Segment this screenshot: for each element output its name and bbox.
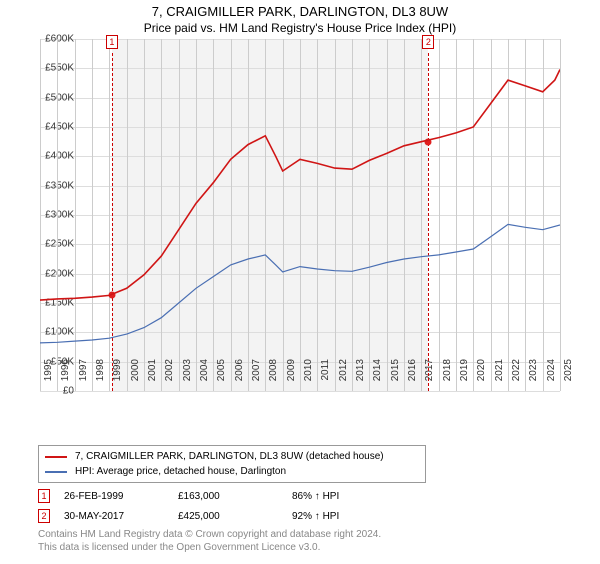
sale-date: 30-MAY-2017 [64, 511, 164, 522]
legend-label-hpi: HPI: Average price, detached house, Darl… [75, 466, 286, 477]
sale-pct: 92% ↑ HPI [292, 511, 392, 522]
x-axis-label: 2025 [563, 359, 574, 395]
legend-swatch-property [45, 456, 67, 458]
attribution: Contains HM Land Registry data © Crown c… [38, 529, 600, 554]
legend-swatch-hpi [45, 471, 67, 473]
legend: 7, CRAIGMILLER PARK, DARLINGTON, DL3 8UW… [38, 445, 426, 483]
legend-label-property: 7, CRAIGMILLER PARK, DARLINGTON, DL3 8UW… [75, 451, 384, 462]
sale-row-marker: 1 [38, 489, 50, 503]
chart-title: 7, CRAIGMILLER PARK, DARLINGTON, DL3 8UW [0, 4, 600, 19]
legend-row: 7, CRAIGMILLER PARK, DARLINGTON, DL3 8UW… [45, 449, 419, 464]
series-hpi [40, 224, 560, 343]
chart-area: £0£50K£100K£150K£200K£250K£300K£350K£400… [40, 39, 600, 439]
series-property [40, 70, 560, 301]
sales-table: 1 26-FEB-1999 £163,000 86% ↑ HPI 2 30-MAY-201… [0, 489, 600, 523]
sale-price: £163,000 [178, 491, 278, 502]
gridline [560, 39, 561, 391]
sale-price: £425,000 [178, 511, 278, 522]
sale-pct: 86% ↑ HPI [292, 491, 392, 502]
sale-row: 2 30-MAY-2017 £425,000 92% ↑ HPI [38, 509, 600, 523]
attribution-line: This data is licensed under the Open Gov… [38, 542, 600, 555]
chart-lines [40, 39, 560, 391]
sale-date: 26-FEB-1999 [64, 491, 164, 502]
legend-row: HPI: Average price, detached house, Darl… [45, 464, 419, 479]
attribution-line: Contains HM Land Registry data © Crown c… [38, 529, 600, 542]
sale-row-marker: 2 [38, 509, 50, 523]
chart-subtitle: Price paid vs. HM Land Registry's House … [0, 21, 600, 35]
sale-row: 1 26-FEB-1999 £163,000 86% ↑ HPI [38, 489, 600, 503]
